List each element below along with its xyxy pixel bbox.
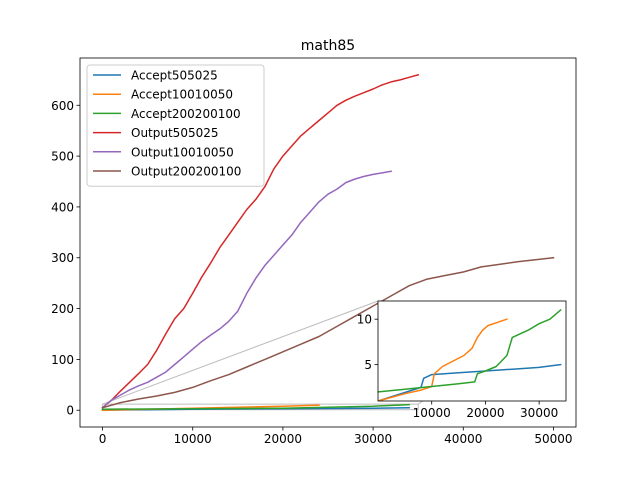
main-series-line-output200200100 [101,256,555,409]
main-series-line-output505025 [101,73,420,409]
main-frame [79,57,577,428]
legend-box [86,64,265,187]
legend-label: Output200200100 [131,165,241,179]
main-x-tick-label: 0 [99,432,107,446]
legend-label: Output505025 [131,126,219,140]
inset-x-tick-label: 20000 [466,406,504,420]
main-x-tick-label: 20000 [264,432,302,446]
main-y-tick-label: 300 [51,251,74,265]
main-y-tick-label: 600 [51,99,74,113]
main-x-tick-label: 40000 [444,432,482,446]
main-x-tick-label: 30000 [354,432,392,446]
inset-frame [377,300,567,402]
legend-label: Accept10010050 [131,88,233,102]
legend-label: Accept505025 [131,69,218,83]
main-y-tick-label: 200 [51,302,74,316]
inset-series-line-3 [378,309,562,393]
chart-title: math85 [301,38,355,54]
inset-y-tick-label: 5 [364,358,372,372]
inset-x-tick-label: 10000 [413,406,451,420]
main-x-tick-label: 10000 [174,432,212,446]
legend-label: Output10010050 [131,145,234,159]
inset-plot-area [378,301,566,401]
inset-plot: 10000 20000 30000 5 10 [357,300,567,420]
inset-connector-line [102,300,379,405]
main-series-line-accept200200100 [101,403,410,410]
legend: Accept505025 Accept10010050 Accept20020010… [86,64,265,187]
main-x-tick-label: 50000 [534,432,572,446]
main-y-tick-label: 500 [51,150,74,164]
main-plot: 0 10000 20000 30000 40000 50000 0 100 200 300 400 5… [51,38,577,446]
inset-y-tick-label: 10 [357,313,372,327]
legend-label: Accept200200100 [131,107,241,121]
inset-x-tick-label: 30000 [520,406,558,420]
inset-series-line-1 [378,363,562,401]
inset-series-line-2 [378,318,508,401]
main-y-tick-label: 0 [66,404,74,418]
main-y-tick-label: 400 [51,200,74,214]
main-y-tick-label: 100 [51,353,74,367]
main-series-line-output10010050 [101,170,392,409]
